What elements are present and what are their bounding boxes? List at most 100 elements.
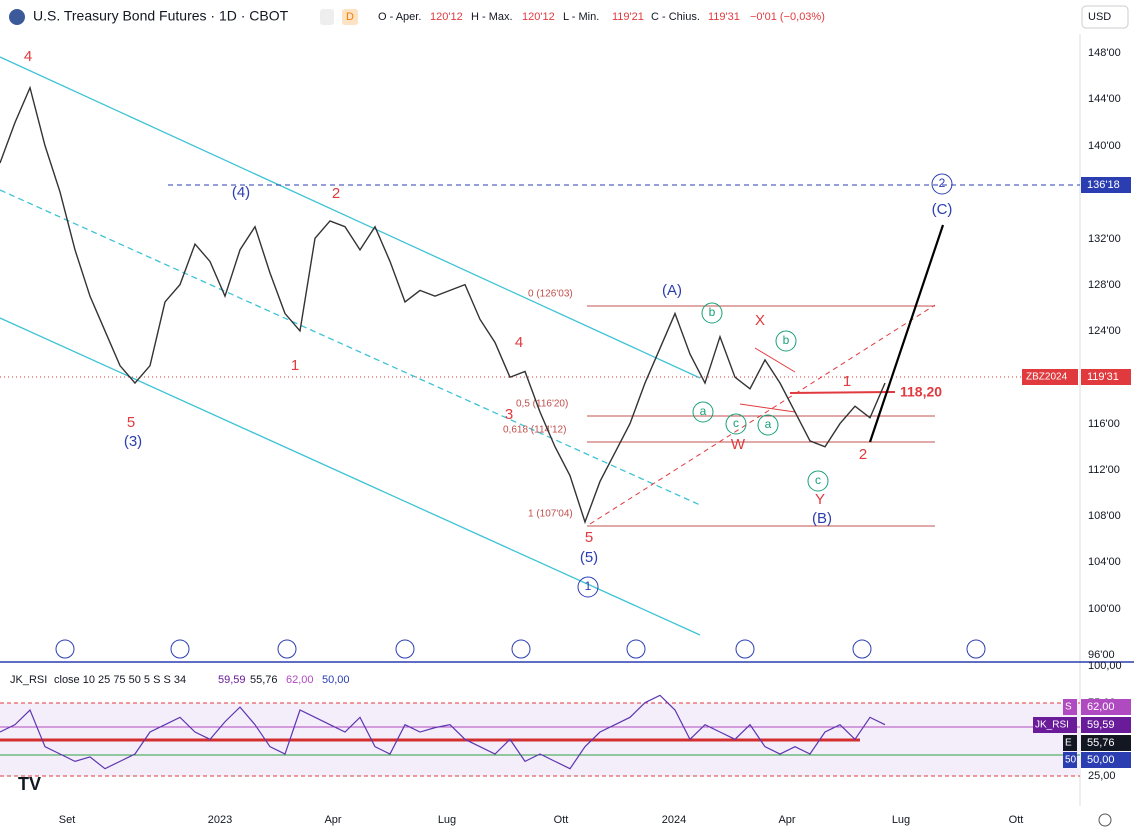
fib-label: 0,5 (116'20) bbox=[516, 399, 568, 410]
high-label: H - Max. bbox=[471, 11, 513, 23]
rsi-tag-key-text: 50 bbox=[1065, 755, 1077, 766]
wave-labels: 4 (4) 2 1 5 (3) 4 3 5 (5) 1 (A) b X b a … bbox=[24, 48, 953, 598]
price-axis-label: 96'00 bbox=[1088, 649, 1115, 661]
price-axis-label: 100'00 bbox=[1088, 603, 1121, 615]
price-axis-label: 144'00 bbox=[1088, 93, 1121, 105]
rsi-tag bbox=[1081, 735, 1131, 751]
level-tag-text: 136'18 bbox=[1087, 179, 1120, 191]
last-tag bbox=[1081, 369, 1131, 385]
channel bbox=[0, 56, 701, 636]
time-axis-label: Ott bbox=[1009, 814, 1024, 826]
rsi-tag-key-text: S bbox=[1065, 702, 1072, 713]
low: 119'21 bbox=[612, 11, 644, 23]
wave: c bbox=[733, 416, 739, 430]
rsi-tag-key-text: JK_RSI bbox=[1035, 720, 1069, 731]
rsi-series bbox=[0, 694, 886, 770]
low-label: L - Min. bbox=[563, 11, 599, 23]
wave: a bbox=[765, 417, 772, 431]
rsi-axis-label: 25,00 bbox=[1088, 770, 1116, 782]
indicator-value: 62,00 bbox=[286, 674, 314, 686]
rsi-tag-text: 59,59 bbox=[1087, 719, 1115, 731]
time-axis-label: Lug bbox=[438, 814, 456, 826]
wave-circle bbox=[577, 576, 599, 598]
open-label: O - Aper. bbox=[378, 11, 421, 23]
price-axis-label: 148'00 bbox=[1088, 47, 1121, 59]
rsi-tag-key bbox=[1063, 699, 1077, 715]
wave: 4 bbox=[515, 334, 523, 351]
rsi-tag bbox=[1081, 752, 1131, 768]
replay-icon bbox=[55, 639, 75, 659]
settings-icon[interactable] bbox=[1098, 813, 1112, 827]
change: −0'01 (−0,03%) bbox=[750, 11, 825, 23]
indicator-value: 55,76 bbox=[250, 674, 278, 686]
wave: b bbox=[709, 305, 716, 319]
time-axis-label: Lug bbox=[892, 814, 910, 826]
close-label: C - Chius. bbox=[651, 11, 700, 23]
symbol: U.S. Treasury Bond Futures · 1D · CBOT bbox=[33, 8, 289, 24]
price-axis-label: 112'00 bbox=[1088, 464, 1120, 476]
price-series bbox=[0, 85, 886, 525]
rsi-tag-key-text: E bbox=[1065, 738, 1072, 749]
wave: 4 bbox=[24, 48, 32, 65]
wave: 1 bbox=[585, 579, 592, 593]
triangle-line bbox=[739, 403, 796, 413]
indicator-value: 59,59 bbox=[218, 674, 246, 686]
wave: (B) bbox=[812, 510, 832, 527]
time-axis-label: Apr bbox=[778, 814, 795, 826]
price-axis-label: 116'00 bbox=[1088, 418, 1120, 430]
rsi-tags: S 62,00 JK_RSI 59,59 E 55,76 50 50,00 bbox=[1033, 699, 1131, 768]
projection-line bbox=[868, 224, 945, 443]
wave-circle bbox=[757, 414, 779, 436]
badge-bg bbox=[320, 9, 334, 25]
badge: D bbox=[346, 11, 354, 23]
replay-icon bbox=[170, 639, 190, 659]
time-axis-label: Apr bbox=[324, 814, 341, 826]
time-axis-label: Set bbox=[59, 814, 76, 826]
replay-icon bbox=[735, 639, 755, 659]
price-axis-label: 124'00 bbox=[1088, 325, 1121, 337]
price-axis-label: 108'00 bbox=[1088, 510, 1121, 522]
badge-bg bbox=[342, 9, 358, 25]
close: 119'31 bbox=[708, 11, 740, 23]
time-axis-label: Ott bbox=[554, 814, 569, 826]
replay-icon bbox=[277, 639, 297, 659]
rsi-tag-key bbox=[1033, 717, 1077, 733]
symbol-tag bbox=[1022, 369, 1078, 385]
wave: 3 bbox=[505, 406, 513, 423]
indicator-name: JK_RSI bbox=[10, 674, 47, 686]
fib-label: 0,618 (114'12) bbox=[503, 425, 566, 436]
price-axis-label: 132'00 bbox=[1088, 233, 1121, 245]
wave-circle bbox=[807, 470, 829, 492]
replay-icon bbox=[395, 639, 415, 659]
wave: a bbox=[700, 404, 707, 418]
breakout-line bbox=[789, 391, 896, 394]
indicator-value: 50,00 bbox=[322, 674, 350, 686]
wave: 5 bbox=[585, 529, 593, 546]
indicator-params: close 10 25 75 50 5 S S 34 bbox=[54, 674, 186, 686]
wave: 2 bbox=[939, 176, 946, 190]
currency-button[interactable] bbox=[1081, 5, 1129, 29]
wave: b bbox=[783, 333, 790, 347]
wave: W bbox=[731, 436, 746, 453]
triangle-line bbox=[754, 347, 796, 373]
currency[interactable]: USD bbox=[1088, 11, 1111, 23]
wave: 5 bbox=[127, 414, 135, 431]
wave: 2 bbox=[332, 185, 340, 202]
wave: (4) bbox=[232, 184, 250, 201]
level-tag bbox=[1081, 177, 1131, 193]
wave: (C) bbox=[932, 201, 953, 218]
price-axis-label: 104'00 bbox=[1088, 556, 1121, 568]
wave-circle bbox=[701, 302, 723, 324]
wave: c bbox=[815, 473, 821, 487]
rsi-tag-text: 62,00 bbox=[1087, 701, 1115, 713]
wave-circle bbox=[775, 330, 797, 352]
wave: X bbox=[755, 312, 765, 329]
flag-icon bbox=[9, 9, 25, 25]
wave-circle bbox=[931, 173, 953, 195]
time-axis-label: 2023 bbox=[208, 814, 232, 826]
high: 120'12 bbox=[522, 11, 555, 23]
wave: (A) bbox=[662, 282, 682, 299]
wave: 2 bbox=[859, 446, 867, 463]
rsi-axis-label: 100,00 bbox=[1088, 660, 1122, 672]
rsi-tag bbox=[1081, 717, 1131, 733]
